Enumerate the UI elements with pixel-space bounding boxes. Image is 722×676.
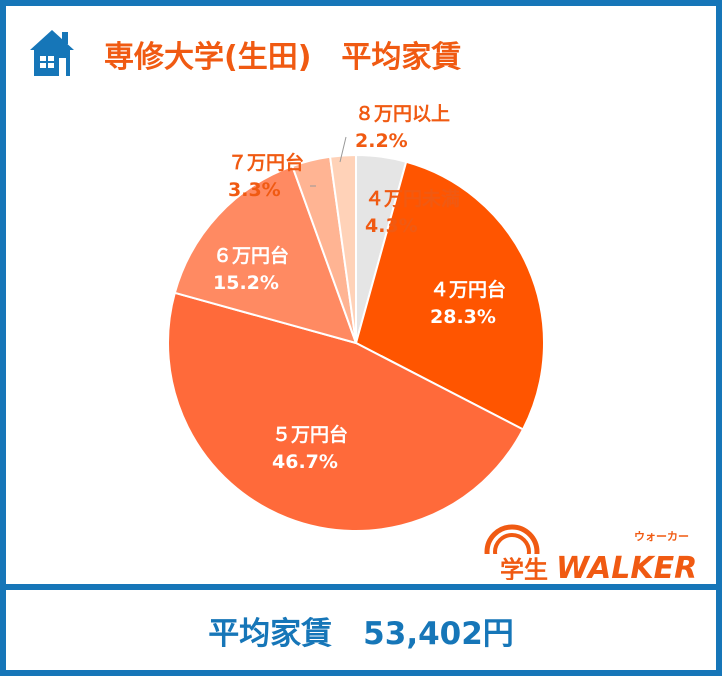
slice-category-label: ４万円未満	[365, 187, 460, 210]
slice-category-label: ８万円以上	[355, 103, 450, 125]
slice-category-label: ５万円台	[272, 423, 348, 446]
slice-category-label: ６万円台	[213, 244, 289, 267]
slice-percent-label: 15.2%	[213, 272, 279, 294]
page-title: 専修大学(生田) 平均家賃	[104, 40, 462, 75]
slice-percent-label: 2.2%	[355, 130, 408, 152]
pie-slice	[354, 160, 545, 431]
slice-percent-label: 28.3%	[430, 306, 496, 328]
slice-percent-label: 3.3%	[228, 179, 281, 201]
slice-percent-label: 4.3%	[365, 215, 418, 237]
svg-text:学生: 学生	[500, 556, 548, 580]
slice-category-label: ７万円台	[228, 151, 304, 174]
svg-text:WALKER: WALKER	[556, 551, 697, 580]
leader-line	[339, 136, 347, 163]
pie-slice	[167, 291, 525, 532]
slice-percent-label: 46.7%	[272, 451, 338, 473]
house-icon	[30, 30, 74, 76]
footer-summary-bar: 平均家賃 53,402円	[6, 590, 716, 670]
slice-category-label: ４万円台	[430, 278, 506, 301]
average-rent-summary: 平均家賃 53,402円	[208, 615, 514, 652]
svg-text:ウォーカー: ウォーカー	[634, 530, 689, 543]
pie-slice	[328, 153, 357, 344]
pie-slice	[173, 164, 358, 345]
gakusei-walker-logo: 学生 WALKER ウォーカー	[482, 524, 697, 580]
